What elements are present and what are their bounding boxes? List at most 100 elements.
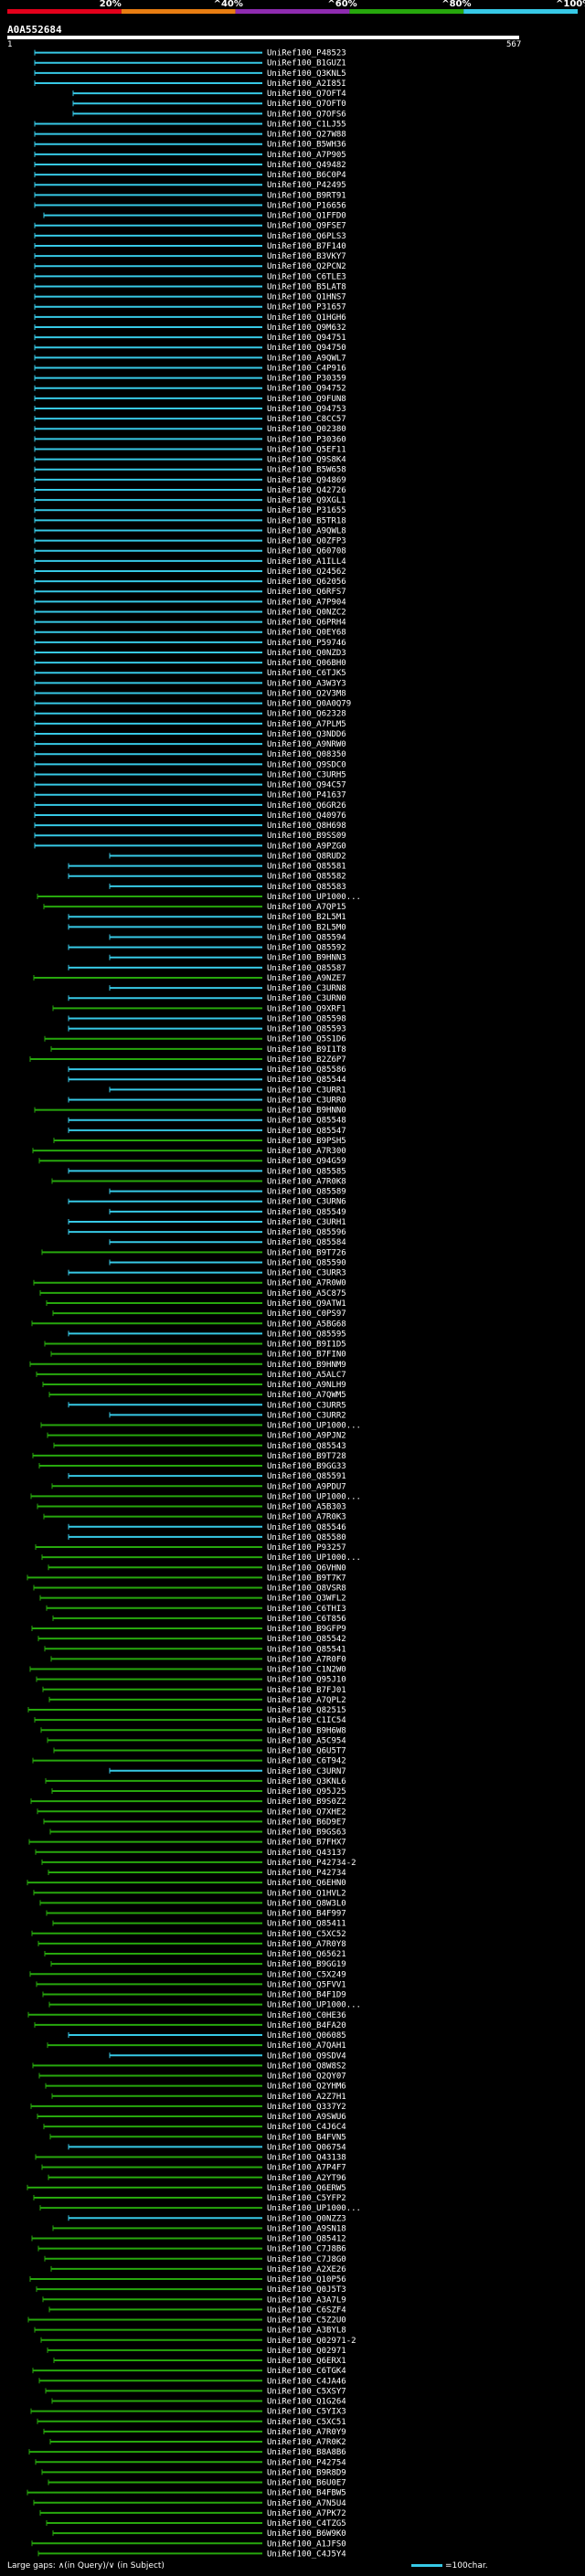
hit-label[interactable]: UniRef100_B6C0P4 — [267, 171, 346, 180]
hit-label[interactable]: UniRef100_B8A8B6 — [267, 2448, 346, 2457]
hit-label[interactable]: UniRef100_Q85595 — [267, 1330, 346, 1339]
hit-label[interactable]: UniRef100_Q27W88 — [267, 131, 346, 140]
hit-label[interactable]: UniRef100_Q5S1D6 — [267, 1035, 346, 1044]
hit-label[interactable]: UniRef100_P41637 — [267, 791, 346, 800]
hit-label[interactable]: UniRef100_A9PJN2 — [267, 1432, 346, 1441]
hit-label[interactable]: UniRef100_Q49482 — [267, 161, 346, 170]
hit-label[interactable]: UniRef100_UP1000... — [267, 893, 361, 902]
hit-label[interactable]: UniRef100_Q85581 — [267, 863, 346, 872]
hit-label[interactable]: UniRef100_Q85593 — [267, 1025, 346, 1034]
hit-label[interactable]: UniRef100_Q7XHE2 — [267, 1807, 346, 1817]
hit-label[interactable]: UniRef100_Q24562 — [267, 567, 346, 577]
hit-label[interactable]: UniRef100_B6D9E7 — [267, 1818, 346, 1827]
hit-label[interactable]: UniRef100_A7PK72 — [267, 2509, 346, 2518]
hit-label[interactable]: UniRef100_P16656 — [267, 201, 346, 210]
hit-label[interactable]: UniRef100_C0PS97 — [267, 1309, 346, 1319]
hit-label[interactable]: UniRef100_A9SWU6 — [267, 2113, 346, 2122]
hit-label[interactable]: UniRef100_C6TJK5 — [267, 669, 346, 678]
hit-label[interactable]: UniRef100_B4FA20 — [267, 2021, 346, 2030]
hit-label[interactable]: UniRef100_Q43138 — [267, 2154, 346, 2163]
hit-label[interactable]: UniRef100_Q1FFD0 — [267, 212, 346, 221]
hit-label[interactable]: UniRef100_Q85542 — [267, 1635, 346, 1644]
hit-label[interactable]: UniRef100_UP1000... — [267, 2204, 361, 2213]
hit-label[interactable]: UniRef100_Q8H698 — [267, 822, 346, 831]
hit-label[interactable]: UniRef100_C6T856 — [267, 1615, 346, 1624]
hit-label[interactable]: UniRef100_A9SN18 — [267, 2224, 346, 2233]
hit-label[interactable]: UniRef100_A5ALC7 — [267, 1371, 346, 1380]
hit-label[interactable]: UniRef100_C1N2W0 — [267, 1666, 346, 1675]
hit-label[interactable]: UniRef100_P42495 — [267, 181, 346, 190]
hit-label[interactable]: UniRef100_Q62328 — [267, 710, 346, 719]
hit-label[interactable]: UniRef100_Q1G264 — [267, 2398, 346, 2407]
hit-label[interactable]: UniRef100_A9PZG0 — [267, 842, 346, 851]
hit-label[interactable]: UniRef100_A7R0K2 — [267, 2438, 346, 2447]
hit-label[interactable]: UniRef100_B9PSH5 — [267, 1137, 346, 1146]
hit-label[interactable]: UniRef100_Q7OFT0 — [267, 100, 346, 109]
hit-label[interactable]: UniRef100_C1LJ55 — [267, 120, 346, 129]
hit-label[interactable]: UniRef100_Q0NZC2 — [267, 608, 346, 617]
hit-label[interactable]: UniRef100_P30360 — [267, 435, 346, 444]
hit-label[interactable]: UniRef100_Q43137 — [267, 1849, 346, 1858]
hit-label[interactable]: UniRef100_C1IC54 — [267, 1716, 346, 1725]
hit-label[interactable]: UniRef100_B9SS09 — [267, 832, 346, 841]
hit-label[interactable]: UniRef100_B5LAT8 — [267, 282, 346, 292]
hit-label[interactable]: UniRef100_A1ILL4 — [267, 557, 346, 567]
hit-label[interactable]: UniRef100_B6U0E7 — [267, 2479, 346, 2488]
hit-label[interactable]: UniRef100_Q94753 — [267, 405, 346, 414]
hit-label[interactable]: UniRef100_Q85584 — [267, 1238, 346, 1247]
hit-label[interactable]: UniRef100_Q60708 — [267, 547, 346, 557]
hit-label[interactable]: UniRef100_Q7OFT4 — [267, 90, 346, 99]
hit-label[interactable]: UniRef100_B5WH36 — [267, 141, 346, 150]
hit-label[interactable]: UniRef100_B9I1D5 — [267, 1341, 346, 1350]
hit-label[interactable]: UniRef100_A3W3Y3 — [267, 679, 346, 688]
hit-label[interactable]: UniRef100_B3VKY7 — [267, 252, 346, 261]
hit-label[interactable]: UniRef100_C8CC57 — [267, 415, 346, 424]
hit-label[interactable]: UniRef100_Q85548 — [267, 1117, 346, 1126]
hit-label[interactable]: UniRef100_Q85411 — [267, 1920, 346, 1929]
hit-label[interactable]: UniRef100_A2YT96 — [267, 2174, 346, 2183]
hit-label[interactable]: UniRef100_C3URN6 — [267, 1198, 346, 1207]
hit-label[interactable]: UniRef100_A7P904 — [267, 598, 346, 607]
hit-label[interactable]: UniRef100_Q6PLS3 — [267, 232, 346, 241]
hit-label[interactable]: UniRef100_C6TGK4 — [267, 2367, 346, 2376]
hit-label[interactable]: UniRef100_Q3KNL6 — [267, 1777, 346, 1786]
hit-label[interactable]: UniRef100_B7FIN0 — [267, 1351, 346, 1360]
hit-label[interactable]: UniRef100_Q10P56 — [267, 2275, 346, 2284]
hit-label[interactable]: UniRef100_Q94869 — [267, 476, 346, 485]
hit-label[interactable]: UniRef100_Q6RFS7 — [267, 588, 346, 597]
hit-label[interactable]: UniRef100_C0HE36 — [267, 2011, 346, 2020]
hit-label[interactable]: UniRef100_Q95J25 — [267, 1787, 346, 1797]
hit-label[interactable]: UniRef100_B5TR18 — [267, 516, 346, 525]
hit-label[interactable]: UniRef100_Q85583 — [267, 883, 346, 892]
hit-label[interactable]: UniRef100_A7R0W0 — [267, 1279, 346, 1288]
hit-label[interactable]: UniRef100_B9RT91 — [267, 191, 346, 200]
hit-label[interactable]: UniRef100_Q85580 — [267, 1533, 346, 1542]
hit-label[interactable]: UniRef100_C3URH1 — [267, 1218, 346, 1227]
hit-label[interactable]: UniRef100_C3URH5 — [267, 770, 346, 779]
hit-label[interactable]: UniRef100_Q82515 — [267, 1706, 346, 1715]
hit-label[interactable]: UniRef100_P59746 — [267, 639, 346, 648]
hit-label[interactable]: UniRef100_Q337Y2 — [267, 2103, 346, 2112]
hit-label[interactable]: UniRef100_Q02971 — [267, 2347, 346, 2356]
hit-label[interactable]: UniRef100_A7QAH1 — [267, 2041, 346, 2051]
hit-label[interactable]: UniRef100_A7N5U4 — [267, 2499, 346, 2508]
hit-label[interactable]: UniRef100_C6TLE3 — [267, 272, 346, 281]
hit-label[interactable]: UniRef100_B4FVN5 — [267, 2133, 346, 2142]
hit-label[interactable]: UniRef100_Q06BH0 — [267, 659, 346, 668]
hit-label[interactable]: UniRef100_Q8W3L0 — [267, 1899, 346, 1908]
hit-label[interactable]: UniRef100_Q85589 — [267, 1188, 346, 1197]
hit-label[interactable]: UniRef100_C5XC52 — [267, 1930, 346, 1939]
hit-label[interactable]: UniRef100_Q5EF11 — [267, 445, 346, 454]
hit-label[interactable]: UniRef100_Q9FUN8 — [267, 395, 346, 404]
hit-label[interactable]: UniRef100_Q9S8K4 — [267, 456, 346, 465]
hit-label[interactable]: UniRef100_Q85586 — [267, 1065, 346, 1075]
hit-label[interactable]: UniRef100_Q6PRH4 — [267, 619, 346, 628]
hit-label[interactable]: UniRef100_Q3NDD6 — [267, 730, 346, 739]
hit-label[interactable]: UniRef100_B4FBW5 — [267, 2489, 346, 2498]
hit-label[interactable]: UniRef100_C6THI3 — [267, 1605, 346, 1614]
hit-label[interactable]: UniRef100_Q6ERW5 — [267, 2184, 346, 2193]
hit-label[interactable]: UniRef100_Q9FSE7 — [267, 222, 346, 231]
hit-label[interactable]: UniRef100_P42754 — [267, 2458, 346, 2467]
hit-label[interactable]: UniRef100_Q9SDC0 — [267, 760, 346, 769]
hit-label[interactable]: UniRef100_Q85582 — [267, 873, 346, 882]
